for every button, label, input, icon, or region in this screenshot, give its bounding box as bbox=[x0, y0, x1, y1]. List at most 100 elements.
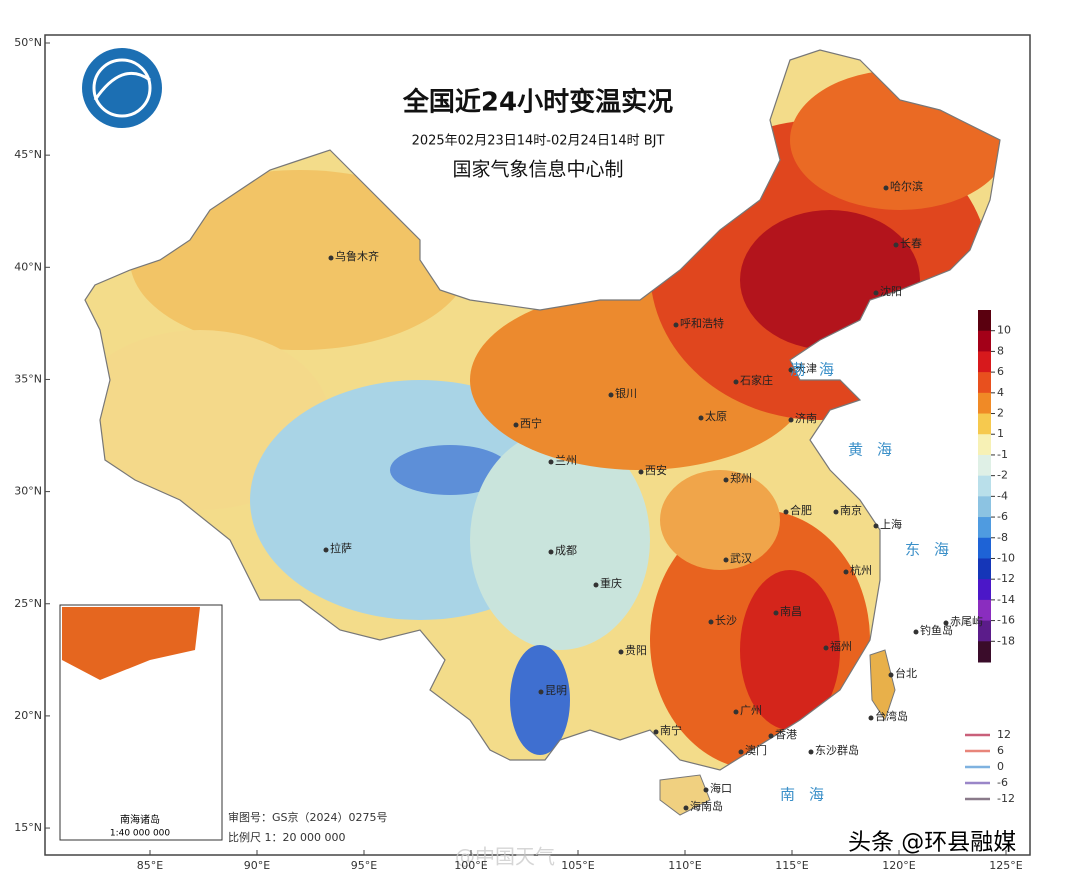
city-dot bbox=[323, 547, 329, 553]
city-label: 东沙群岛 bbox=[815, 743, 859, 757]
title: 全国近24小时变温实况 bbox=[402, 87, 673, 118]
lat-label: 15°N bbox=[14, 821, 42, 834]
colorbar-label: -14 bbox=[997, 593, 1015, 606]
city-label: 台北 bbox=[895, 666, 917, 680]
watermark: 头条 @环县融媒 bbox=[848, 830, 1016, 856]
colorbar-label: -16 bbox=[997, 614, 1015, 627]
city-label: 南昌 bbox=[780, 605, 802, 618]
lon-label: 90°E bbox=[244, 859, 270, 872]
contour-label: 0 bbox=[997, 760, 1004, 773]
lat-label: 35°N bbox=[14, 372, 42, 385]
taiwan bbox=[869, 649, 896, 722]
colorbar-label: -12 bbox=[997, 572, 1015, 585]
lat-label: 50°N bbox=[14, 36, 42, 49]
sea-label: 渤海 bbox=[790, 361, 848, 379]
city-dot bbox=[883, 185, 889, 191]
city-dot bbox=[888, 672, 894, 678]
city-label: 海口 bbox=[710, 781, 732, 795]
city-dot bbox=[653, 729, 659, 735]
city-label: 长春 bbox=[900, 237, 922, 250]
city-dot bbox=[873, 290, 879, 296]
city-dot bbox=[673, 322, 679, 328]
city-dot bbox=[868, 715, 874, 721]
city-dot bbox=[708, 619, 714, 625]
color-box bbox=[978, 392, 991, 415]
color-box bbox=[978, 434, 991, 456]
color-box bbox=[978, 310, 991, 332]
city-dot bbox=[873, 523, 879, 529]
watermark: @中国天气 bbox=[455, 845, 555, 869]
lon-label: 95°E bbox=[351, 859, 377, 872]
city-dot bbox=[808, 749, 814, 755]
city-label: 西安 bbox=[645, 463, 667, 477]
sea-label: 东海 bbox=[905, 541, 963, 559]
colorbar-label: 10 bbox=[997, 324, 1011, 337]
city-dot bbox=[823, 645, 829, 651]
colorbar-label: -10 bbox=[997, 551, 1015, 564]
lat-label: 30°N bbox=[14, 485, 42, 498]
city-dot bbox=[788, 417, 794, 423]
color-box bbox=[978, 537, 991, 559]
city-label: 石家庄 bbox=[740, 373, 773, 387]
city-dot bbox=[733, 709, 739, 715]
lon-label: 125°E bbox=[989, 859, 1022, 872]
approval-number: 审图号：GS京（2024）0275号 bbox=[228, 810, 388, 824]
contour-label: -6 bbox=[997, 776, 1008, 789]
colorbar-label: -4 bbox=[997, 489, 1008, 502]
colorbar-label: -6 bbox=[997, 510, 1008, 523]
colorbar-label: 4 bbox=[997, 386, 1004, 399]
city-label: 长沙 bbox=[715, 614, 737, 627]
city-dot bbox=[608, 392, 614, 398]
city-dot bbox=[723, 477, 729, 483]
lat-label: 20°N bbox=[14, 709, 42, 722]
city-dot bbox=[773, 610, 779, 616]
city-label: 哈尔滨 bbox=[890, 179, 923, 193]
city-dot bbox=[638, 469, 644, 475]
colorbar-label: 2 bbox=[997, 407, 1004, 420]
city-dot bbox=[738, 749, 744, 755]
city-label: 香港 bbox=[775, 728, 797, 741]
credit: 国家气象信息中心制 bbox=[452, 159, 623, 181]
city-label: 贵阳 bbox=[625, 644, 647, 657]
city-label: 郑州 bbox=[730, 471, 752, 485]
lat-label: 40°N bbox=[14, 260, 42, 273]
lon-label: 100°E bbox=[454, 859, 487, 872]
city-label: 上海 bbox=[880, 517, 902, 531]
city-dot bbox=[943, 620, 949, 626]
city-label: 澳门 bbox=[745, 743, 767, 757]
color-box bbox=[978, 413, 991, 435]
inset-title: 南海诸岛 bbox=[120, 813, 160, 826]
city-dot bbox=[513, 422, 519, 428]
city-dot bbox=[698, 415, 704, 421]
contour-label: 12 bbox=[997, 728, 1011, 741]
sea-label: 黄海 bbox=[848, 441, 906, 459]
city-dot bbox=[538, 689, 544, 695]
city-label: 赤尾屿 bbox=[950, 615, 983, 628]
city-label: 合肥 bbox=[790, 503, 812, 517]
city-dot bbox=[723, 557, 729, 563]
city-dot bbox=[768, 733, 774, 739]
color-box bbox=[978, 641, 991, 663]
colorbar-label: 6 bbox=[997, 365, 1004, 378]
city-label: 太原 bbox=[705, 410, 727, 423]
city-label: 重庆 bbox=[600, 576, 622, 590]
inset-field bbox=[62, 607, 200, 680]
city-label: 杭州 bbox=[850, 563, 872, 577]
city-dot bbox=[893, 242, 899, 248]
city-dot bbox=[913, 629, 919, 635]
city-dot bbox=[683, 805, 689, 811]
city-label: 昆明 bbox=[545, 684, 567, 697]
lon-label: 85°E bbox=[137, 859, 163, 872]
city-dot bbox=[593, 582, 599, 588]
colorbar-label: 1 bbox=[997, 427, 1004, 440]
city-label: 武汉 bbox=[730, 552, 752, 565]
city-label: 拉萨 bbox=[330, 541, 352, 555]
city-dot bbox=[733, 379, 739, 385]
color-box bbox=[978, 517, 991, 539]
lat-label: 45°N bbox=[14, 148, 42, 161]
city-dot bbox=[548, 549, 554, 555]
colorbar-label: -8 bbox=[997, 531, 1008, 544]
logo bbox=[82, 48, 162, 128]
color-box bbox=[978, 599, 991, 622]
